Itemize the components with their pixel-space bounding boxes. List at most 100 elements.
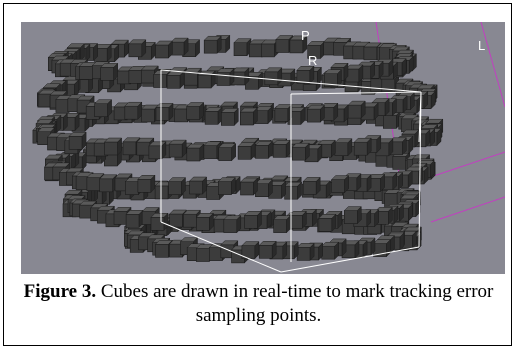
sampling-cube-side <box>362 240 368 259</box>
sampling-cube <box>155 107 170 121</box>
sampling-cube <box>154 185 169 200</box>
sampling-cube-side <box>425 129 431 148</box>
sampling-cube-side <box>358 64 364 83</box>
sampling-cube <box>125 181 139 195</box>
sampling-cube <box>94 103 108 117</box>
sampling-cube <box>249 43 263 58</box>
sampling-cube <box>307 108 321 123</box>
sampling-cube-side <box>408 135 414 154</box>
sampling-cube-side <box>231 142 236 162</box>
sampling-cube-side <box>360 100 366 119</box>
sampling-cube-side <box>408 55 414 75</box>
sampling-cubes <box>32 34 444 264</box>
sampling-cube-side <box>250 141 256 160</box>
bounding-box-edge <box>280 246 420 273</box>
sampling-cube <box>186 147 201 162</box>
sampling-cube-side <box>81 152 87 171</box>
sampling-cube <box>168 181 182 195</box>
sampling-cube-side <box>161 141 167 160</box>
sampling-cube <box>113 211 128 225</box>
sampling-cube <box>124 105 139 120</box>
sampling-cube-side <box>430 128 435 147</box>
sampling-cube <box>240 111 254 126</box>
sampling-cube-side <box>380 173 385 193</box>
3d-viewport[interactable]: P R L <box>21 22 505 274</box>
sampling-cube-side <box>302 210 307 229</box>
sampling-cube-side <box>85 43 91 63</box>
sampling-cube-side <box>271 240 277 259</box>
sampling-cube-side <box>80 43 85 62</box>
sampling-cube <box>153 74 167 88</box>
sampling-cube-side <box>216 35 222 54</box>
sampling-cube <box>86 177 101 191</box>
sampling-cube <box>353 141 368 156</box>
sampling-cube <box>204 111 219 125</box>
sampling-cube-side <box>231 176 236 196</box>
sampling-cube-side <box>267 105 273 125</box>
sampling-cube-side <box>253 107 258 126</box>
sampling-cube <box>170 41 185 56</box>
sampling-cube <box>155 44 169 59</box>
sampling-cube <box>363 46 378 61</box>
sampling-cube-side <box>356 173 362 192</box>
sampling-cube-side <box>398 171 403 191</box>
sampling-cube-side <box>253 177 258 196</box>
figure-frame: P R L Figure 3. Cubes are drawn in real-… <box>3 3 512 346</box>
sampling-cube-side <box>305 142 310 161</box>
sampling-cube-side <box>209 212 214 231</box>
sampling-cube-side <box>300 106 306 126</box>
sampling-cube <box>318 218 333 232</box>
bounding-box-edge <box>418 91 422 248</box>
sampling-cube-side <box>341 238 347 257</box>
sampling-cube <box>209 247 223 261</box>
sampling-cube-side <box>114 44 119 63</box>
sampling-cube-side <box>423 90 429 110</box>
sampling-cube-side <box>393 205 399 224</box>
sampling-cube-side <box>168 102 174 122</box>
sampling-cube <box>189 180 203 195</box>
sampling-cube-side <box>229 67 235 87</box>
caption-text: Cubes are drawn in real-time to mark tra… <box>100 281 494 326</box>
sampling-cube <box>218 181 232 195</box>
sampling-cube-side <box>344 174 349 194</box>
sampling-cube-side <box>414 129 420 148</box>
orientation-label-l: L <box>478 38 486 53</box>
sampling-cube-side <box>423 166 429 185</box>
sampling-cube-side <box>210 70 216 89</box>
sampling-cube <box>78 66 93 80</box>
sampling-cube-side <box>199 101 204 121</box>
bounding-box <box>160 69 422 273</box>
sampling-cube <box>347 104 362 119</box>
sampling-cube-side <box>56 114 62 134</box>
sampling-cube <box>100 67 114 81</box>
sampling-cube <box>197 74 212 89</box>
sampling-cube-side <box>373 102 379 121</box>
axis-line <box>480 22 505 108</box>
sampling-cube-side <box>181 176 186 196</box>
sampling-cube-side <box>366 209 372 228</box>
bounding-box-edge <box>290 91 422 95</box>
sampling-cube-side <box>183 37 189 56</box>
sampling-cube <box>150 217 165 231</box>
sampling-cube-side <box>374 208 379 228</box>
sampling-cube <box>141 69 155 84</box>
sampling-cube <box>186 106 200 120</box>
sampling-cube <box>168 143 183 158</box>
sampling-cube <box>237 146 252 160</box>
sampling-cube <box>196 217 210 231</box>
sampling-cube <box>258 245 273 259</box>
sampling-cube <box>382 115 397 129</box>
sampling-cube <box>68 136 83 150</box>
sampling-cube-side <box>106 43 112 63</box>
bounding-box-edge <box>160 221 282 273</box>
sampling-cube-side <box>343 62 349 81</box>
sampling-cube-side <box>302 35 308 54</box>
sampling-cube-side <box>392 98 397 117</box>
sampling-cube-side <box>151 41 156 61</box>
sampling-cube-side <box>347 138 353 157</box>
sampling-cube-side <box>402 94 408 114</box>
sampling-cube <box>155 244 169 258</box>
sampling-cube <box>233 42 248 57</box>
sampling-cube <box>343 210 358 224</box>
sampling-cube-side <box>392 172 398 191</box>
